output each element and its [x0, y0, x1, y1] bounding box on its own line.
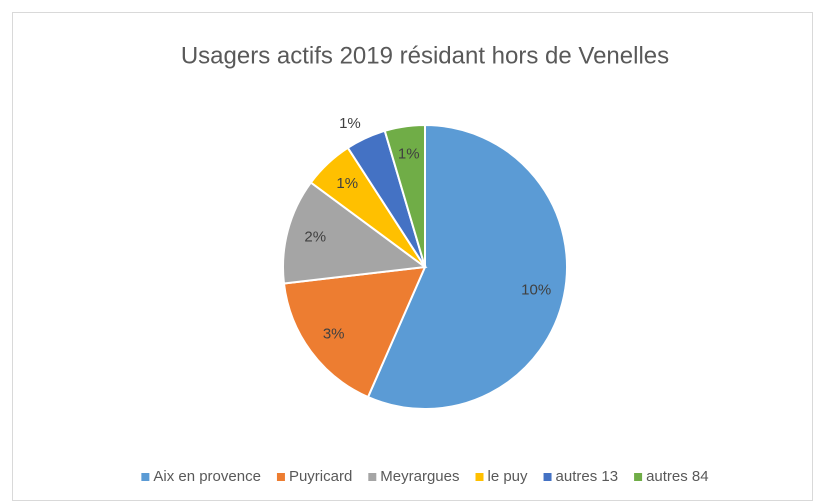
pie-slice — [366, 123, 568, 410]
data-label: 1% — [398, 146, 420, 163]
legend-label: Meyrargues — [380, 468, 459, 485]
pie-slice — [282, 181, 428, 285]
data-label: 2% — [304, 229, 326, 246]
chart-title: Usagers actifs 2019 résidant hors de Ven… — [181, 42, 669, 69]
pie-slice — [282, 265, 427, 399]
legend-label: Aix en provence — [153, 468, 261, 485]
legend-swatch — [276, 473, 285, 481]
legend-swatch — [368, 473, 377, 481]
legend-label: le puy — [488, 468, 529, 485]
data-label: 3% — [323, 326, 345, 343]
data-label: 10% — [521, 281, 551, 298]
data-label: 1% — [336, 175, 358, 192]
legend-label: autres 84 — [646, 468, 709, 485]
legend-swatch — [634, 473, 643, 481]
legend-swatch — [475, 473, 484, 481]
pie-slice — [383, 123, 426, 268]
data-label: 1% — [339, 115, 361, 132]
legend-label: autres 13 — [556, 468, 619, 485]
legend-swatch — [141, 473, 150, 481]
legend-swatch — [543, 473, 552, 481]
legend-label: Puyricard — [289, 468, 352, 485]
